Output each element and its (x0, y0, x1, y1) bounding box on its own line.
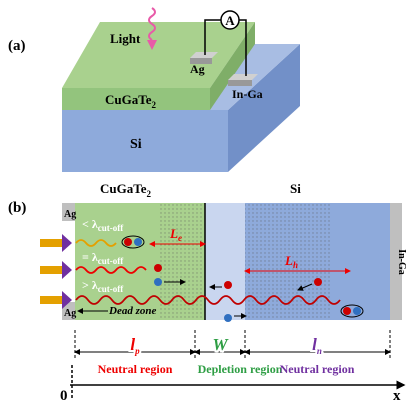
region-symbol: W (212, 335, 229, 354)
layer-text: CuGaTe (105, 92, 152, 107)
region-name: Neutral region (280, 362, 355, 376)
region-labels: lp Neutral region W Depletion region ln Neutr… (98, 335, 355, 376)
region-symbol-text: W (212, 335, 229, 354)
length-text: L (284, 253, 293, 268)
length-text: L (169, 226, 178, 241)
device-3d (62, 8, 300, 172)
diagram: (a) A Light Ag In-Ga CuGaTe2 Si (b) CuGa… (0, 0, 410, 401)
region-name: Depletion region (198, 362, 283, 376)
length-sub: e (178, 233, 182, 243)
header: CuGaTe2 (100, 181, 151, 199)
wavelength-text: > λ (82, 278, 98, 292)
wavelength-sub: cut-off (98, 256, 124, 266)
dead-zone-label: Dead zone (108, 305, 156, 317)
ag-label: Ag (64, 308, 76, 319)
region-symbol-sub: n (317, 346, 322, 356)
ag-label: Ag (64, 209, 76, 220)
header-text: CuGaTe (100, 181, 147, 196)
wavelength-sub: cut-off (98, 223, 124, 233)
ammeter-label: A (225, 13, 235, 28)
si-label: Si (130, 137, 142, 152)
light-label: Light (110, 31, 141, 46)
panel-label: (a) (8, 38, 26, 54)
length-sub: h (293, 260, 298, 270)
region-symbol: ln (312, 335, 322, 356)
ag-label: Ag (190, 62, 205, 76)
wavelength-sub: cut-off (98, 284, 124, 294)
origin-label: 0 (60, 388, 68, 401)
region-symbol-sub: p (134, 346, 140, 356)
layer-sub: 2 (151, 100, 156, 110)
in-ga-label: In-Ga (396, 249, 407, 275)
axis-label: x (393, 388, 401, 401)
header-sub: 2 (146, 189, 151, 199)
wavelength-text: = λ (82, 250, 98, 264)
region-symbol: lp (130, 335, 140, 356)
in-ga-label: In-Ga (232, 87, 263, 101)
header: Si (290, 181, 301, 196)
region-name: Neutral region (98, 362, 173, 376)
wavelength-text: < λ (82, 217, 98, 231)
panel-label: (b) (8, 200, 26, 216)
